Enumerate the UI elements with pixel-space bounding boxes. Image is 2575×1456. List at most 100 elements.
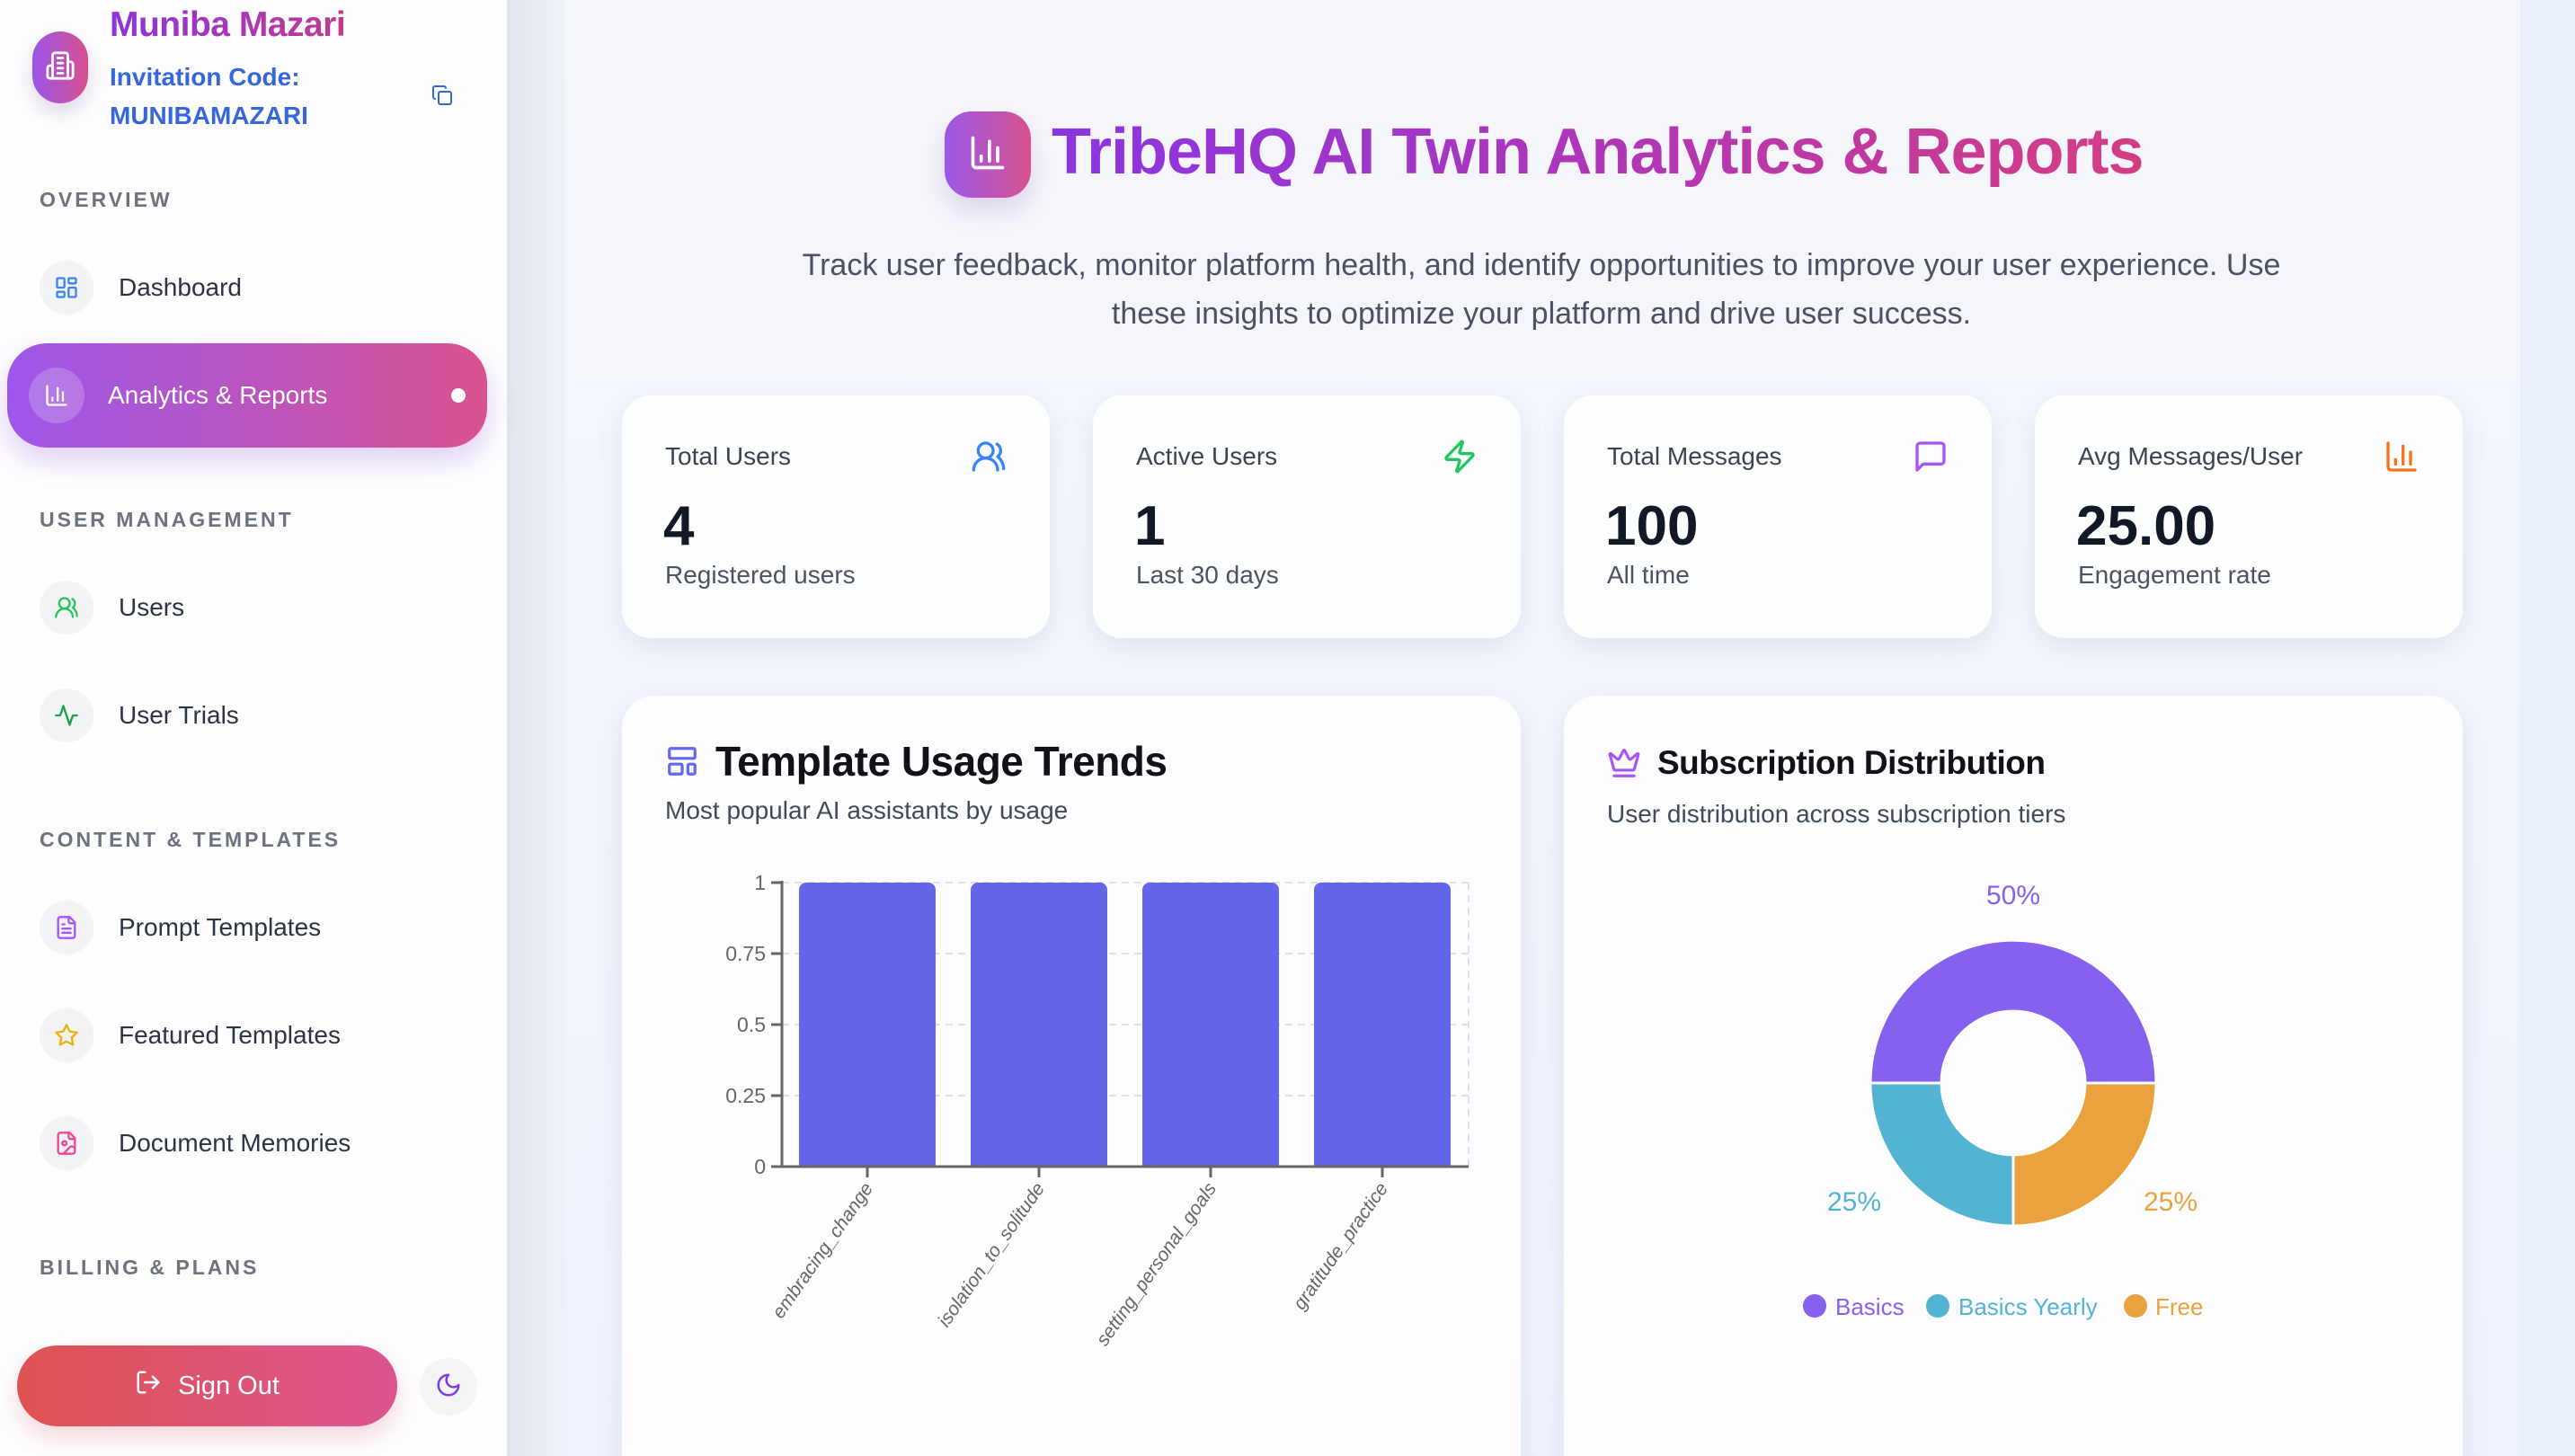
invitation-code-value: MUNIBAMAZARI: [110, 102, 308, 129]
sidebar-item-label: Dashboard: [119, 273, 242, 301]
users-icon: [971, 439, 1007, 475]
y-tick-0: 0: [754, 1155, 766, 1178]
stat-value: 100: [1605, 495, 1699, 557]
label-basics-percent: 50%: [1986, 881, 2040, 910]
stat-subtitle: All time: [1607, 561, 1690, 589]
slice-basics-yearly: [1869, 1081, 2015, 1228]
slice-free: [2011, 1081, 2158, 1228]
bar-isolation-to-solitude: [971, 883, 1107, 1167]
stat-card-total-users: Total Users 4 Registered users: [622, 395, 1050, 638]
sidebar-item-analytics-reports[interactable]: Analytics & Reports: [7, 343, 487, 448]
label-free-percent: 25%: [2144, 1187, 2198, 1217]
stat-subtitle: Last 30 days: [1136, 561, 1279, 589]
stat-value: 25.00: [2076, 495, 2216, 557]
y-tick-0-25: 0.25: [725, 1084, 766, 1107]
x-tick-embracing-change: embracing_change: [768, 1179, 877, 1323]
sign-out-label: Sign Out: [178, 1371, 280, 1400]
section-label-billing-plans: BILLING & PLANS: [40, 1256, 260, 1279]
copy-invitation-code-button[interactable]: [430, 84, 455, 110]
legend-label-basics: Basics: [1835, 1293, 1905, 1320]
x-tick-setting-personal-goals: setting_personal_goals: [1092, 1178, 1221, 1350]
sidebar-divider-shadow: [507, 0, 564, 1456]
activity-icon: [40, 688, 93, 742]
bar-chart-icon: [2384, 439, 2420, 475]
sidebar-item-featured-templates[interactable]: Featured Templates: [40, 1008, 480, 1063]
panel-subtitle: Most popular AI assistants by usage: [665, 796, 1069, 824]
users-icon: [40, 581, 93, 635]
section-label-content-templates: CONTENT & TEMPLATES: [40, 828, 342, 851]
sidebar-item-users[interactable]: Users: [40, 580, 480, 635]
stat-card-avg-messages: Avg Messages/User 25.00 Engagement rate: [2035, 395, 2463, 638]
legend-swatch-basics: [1803, 1294, 1826, 1318]
sidebar-item-label: Analytics & Reports: [108, 381, 328, 409]
scroll-gutter: [2520, 0, 2575, 1456]
y-tick-0-5: 0.5: [737, 1013, 766, 1036]
bar-chart-icon: [29, 368, 84, 423]
section-label-overview: OVERVIEW: [40, 188, 173, 211]
template-usage-bar-chart: 1 0.75 0.5 0.25 0 embracing_change isola…: [725, 871, 1470, 1350]
copy-icon: [431, 84, 453, 111]
sign-out-button[interactable]: Sign Out: [17, 1345, 397, 1426]
crown-icon: [1607, 746, 1641, 785]
y-tick-1: 1: [754, 871, 766, 894]
stat-title: Avg Messages/User: [2078, 442, 2304, 470]
stat-card-active-users: Active Users 1 Last 30 days: [1093, 395, 1521, 638]
stat-title: Active Users: [1136, 442, 1278, 470]
sidebar-item-label: Document Memories: [119, 1129, 351, 1157]
panel-title: Subscription Distribution: [1657, 744, 2046, 781]
bar-embracing-change: [799, 883, 936, 1167]
legend-label-basics-yearly: Basics Yearly: [1958, 1293, 2098, 1320]
stat-subtitle: Registered users: [665, 561, 856, 589]
page-header-icon: [945, 111, 1031, 198]
subscription-distribution-panel: Subscription Distribution User distribut…: [1564, 696, 2463, 1456]
sidebar-item-document-memories[interactable]: Document Memories: [40, 1115, 480, 1171]
avatar: [32, 31, 88, 103]
template-usage-panel: Template Usage Trends Most popular AI as…: [622, 696, 1521, 1456]
x-tick-gratitude-practice: gratitude_practice: [1290, 1179, 1393, 1314]
profile-header: Muniba Mazari Invitation Code: MUNIBAMAZ…: [0, 0, 507, 153]
file-text-icon: [40, 901, 93, 954]
section-label-user-management: USER MANAGEMENT: [40, 508, 294, 531]
stat-card-total-messages: Total Messages 100 All time: [1564, 395, 1992, 638]
sidebar-item-prompt-templates[interactable]: Prompt Templates: [40, 900, 480, 955]
legend-label-free: Free: [2155, 1293, 2203, 1320]
legend-swatch-free: [2124, 1294, 2147, 1318]
file-image-icon: [40, 1116, 93, 1170]
message-square-icon: [1913, 439, 1949, 475]
bar-setting-personal-goals: [1142, 883, 1279, 1167]
subscription-donut-chart: 50% 25% 25% Basics Basics Yearly Free: [1803, 881, 2203, 1320]
invitation-code-label: Invitation Code:: [110, 63, 300, 91]
slice-basics: [1869, 938, 2158, 1085]
x-tick-isolation-to-solitude: isolation_to_solitude: [934, 1179, 1049, 1331]
stat-value: 1: [1134, 495, 1166, 557]
sidebar-item-label: User Trials: [119, 701, 239, 729]
layout-icon: [665, 744, 699, 783]
legend-swatch-basics-yearly: [1926, 1294, 1949, 1318]
stat-subtitle: Engagement rate: [2078, 561, 2271, 589]
zap-icon: [1442, 439, 1478, 475]
building-icon: [45, 50, 75, 85]
logout-icon: [135, 1369, 162, 1403]
y-tick-0-75: 0.75: [725, 942, 766, 965]
bar-gratitude-practice: [1314, 883, 1451, 1167]
active-indicator-dot: [451, 388, 466, 403]
panel-title: Template Usage Trends: [715, 738, 1168, 785]
star-icon: [40, 1008, 93, 1062]
sidebar-item-dashboard[interactable]: Dashboard: [40, 260, 480, 315]
moon-icon: [435, 1372, 462, 1403]
sidebar-item-label: Prompt Templates: [119, 913, 322, 941]
profile-name: Muniba Mazari: [110, 5, 346, 44]
sidebar-item-label: Featured Templates: [119, 1021, 341, 1049]
page-title: TribeHQ AI Twin Analytics & Reports: [1052, 116, 2144, 188]
theme-toggle-button[interactable]: [420, 1358, 477, 1416]
panel-subtitle: User distribution across subscription ti…: [1607, 800, 2066, 828]
sidebar-item-label: Users: [119, 593, 185, 621]
sidebar-item-user-trials[interactable]: User Trials: [40, 688, 480, 743]
page-description: Track user feedback, monitor platform he…: [802, 248, 2281, 331]
stat-value: 4: [663, 495, 695, 557]
sidebar: Muniba Mazari Invitation Code: MUNIBAMAZ…: [0, 0, 507, 1456]
bar-chart-icon: [968, 133, 1008, 177]
dashboard-grid-icon: [40, 261, 93, 315]
label-basics-yearly-percent: 25%: [1827, 1187, 1881, 1217]
stat-title: Total Users: [665, 442, 792, 470]
